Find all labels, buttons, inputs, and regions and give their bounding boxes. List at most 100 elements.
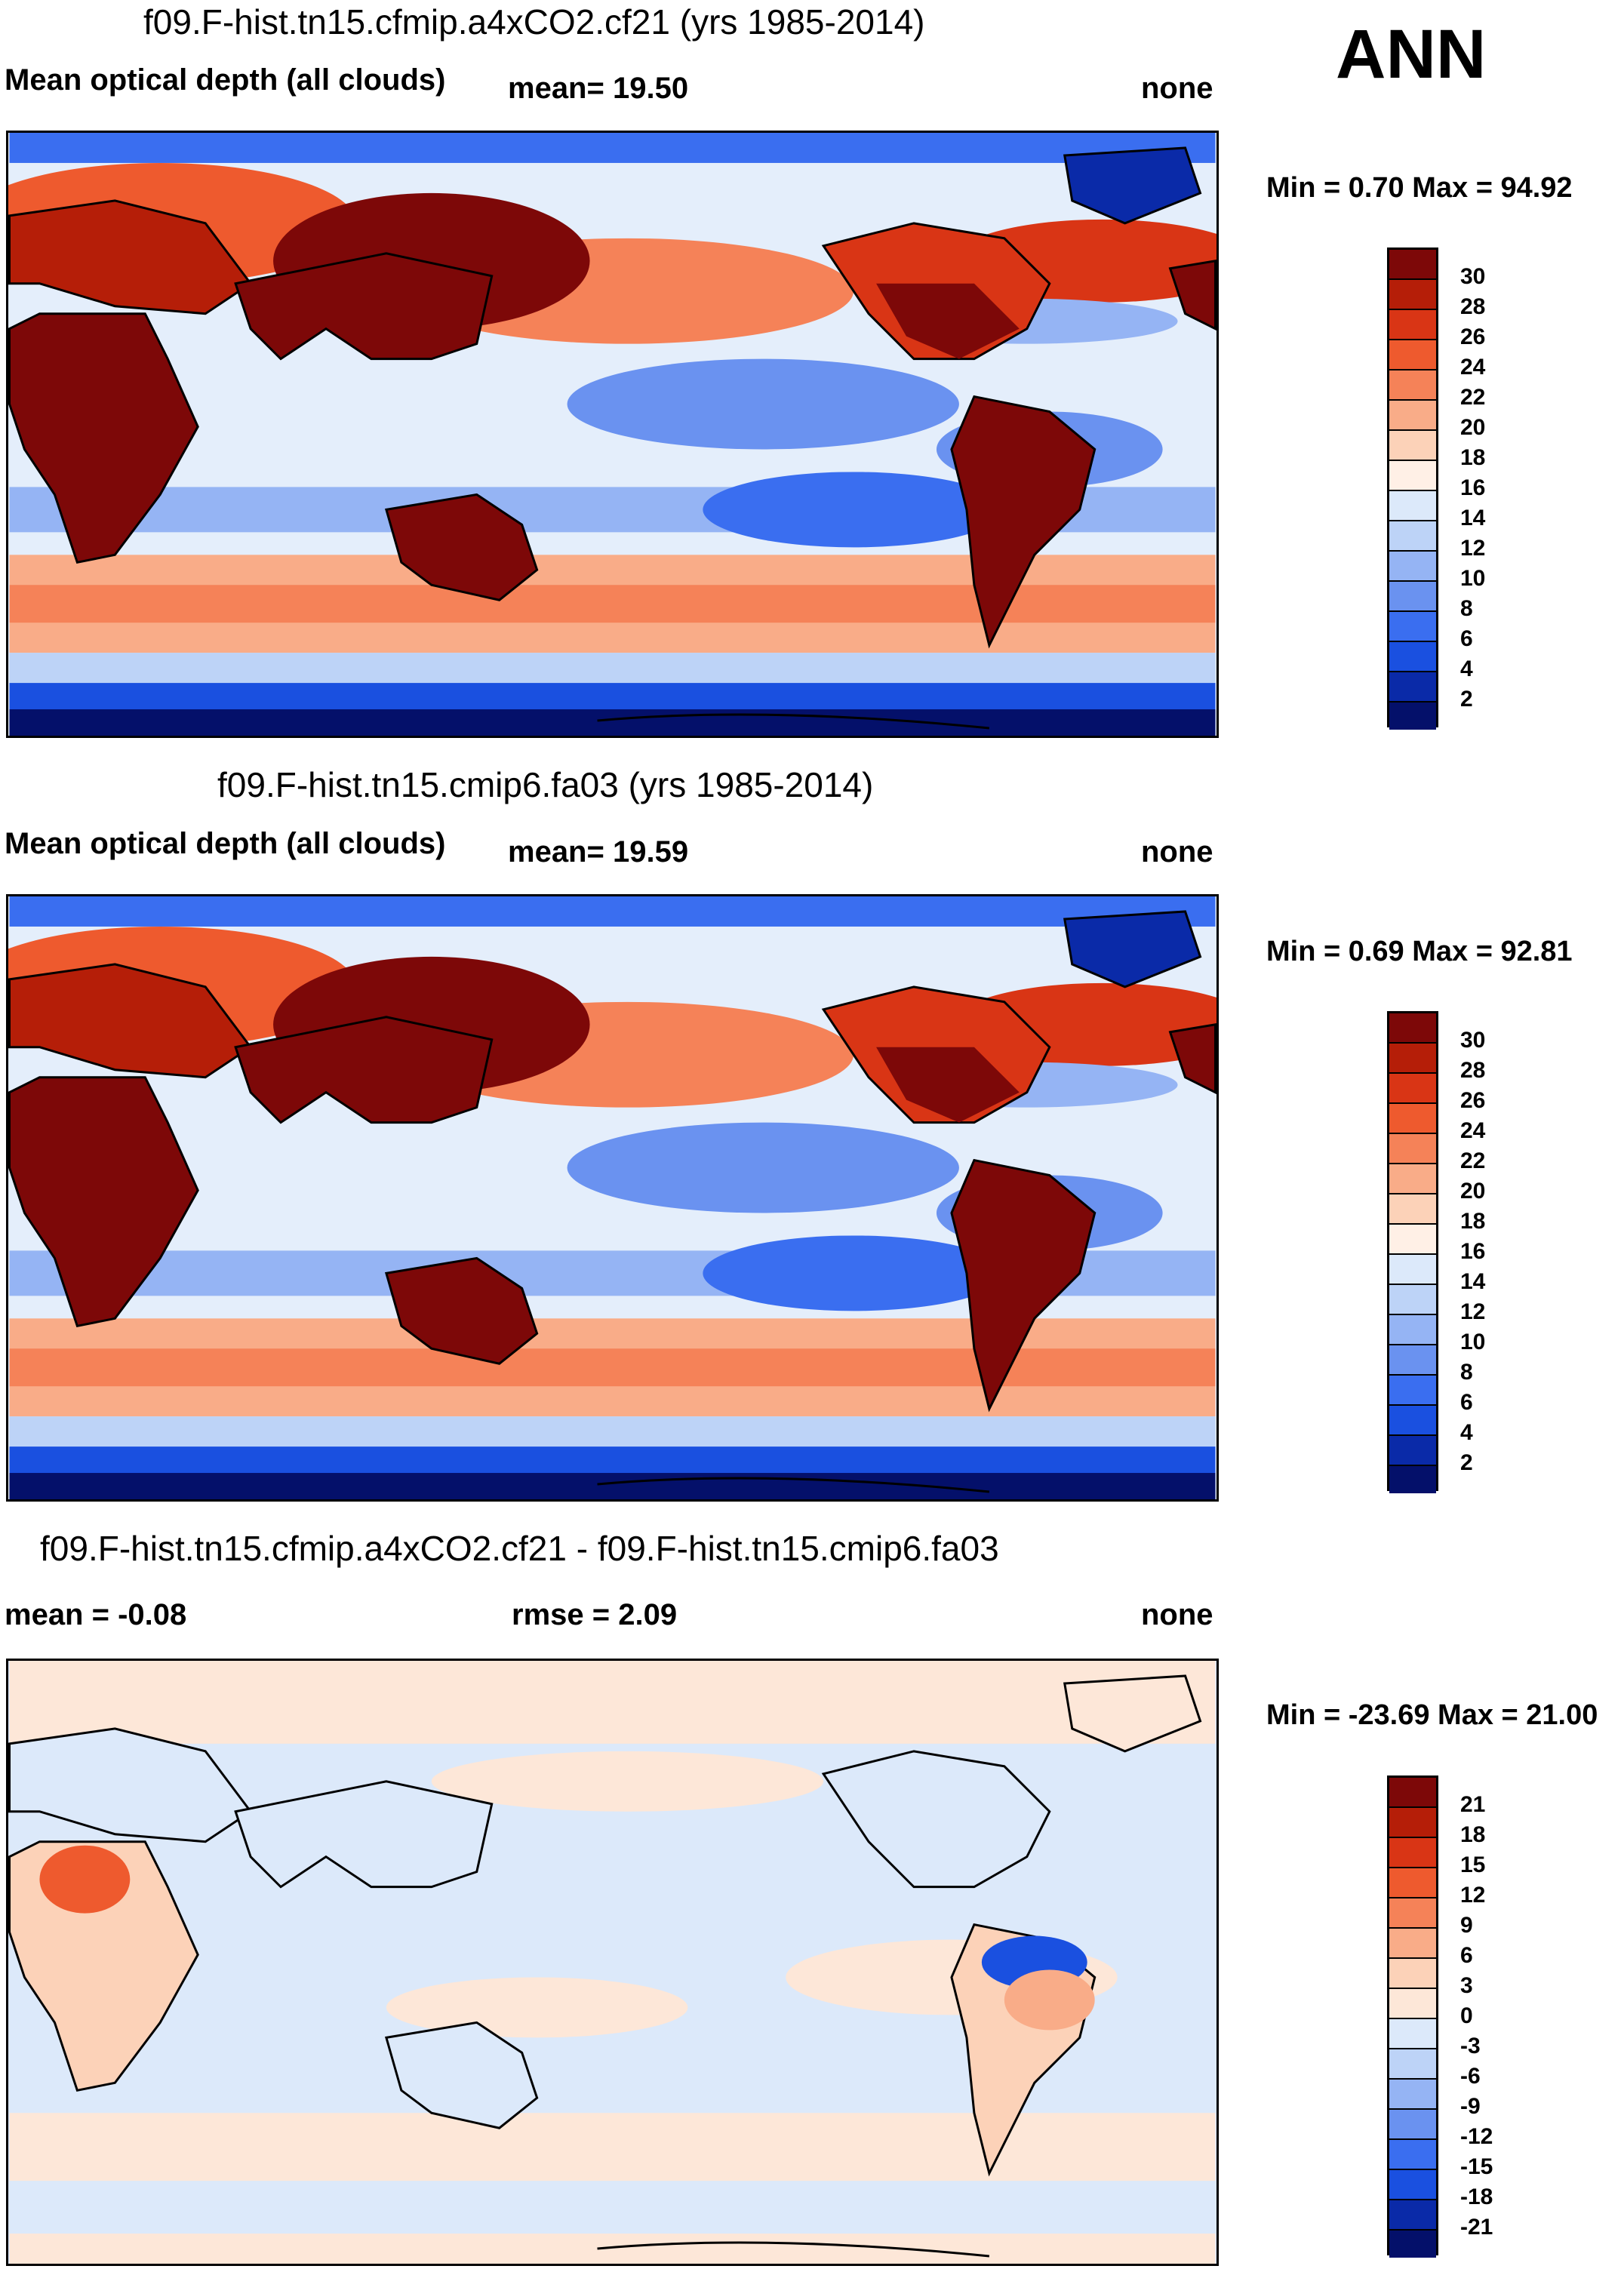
swatch xyxy=(1389,2080,1436,2110)
panel-3-tick: 18 xyxy=(1460,1822,1486,1847)
swatch xyxy=(1389,1225,1436,1255)
panel-2-tick: 4 xyxy=(1460,1420,1473,1445)
arctic-band xyxy=(9,896,1216,927)
swatch xyxy=(1389,1898,1436,1929)
greenland xyxy=(1063,910,1202,988)
swatch xyxy=(1389,1838,1436,1868)
southern-transition xyxy=(9,1416,1216,1447)
swatch xyxy=(1389,1104,1436,1134)
panel-2-units: none xyxy=(1141,835,1213,869)
panel-1-tick: 16 xyxy=(1460,475,1486,500)
panel-3-tick: -18 xyxy=(1460,2184,1493,2209)
swatch xyxy=(1389,521,1436,552)
swatch xyxy=(1389,491,1436,521)
panel-1-tick: 24 xyxy=(1460,355,1486,380)
arctic-positive xyxy=(9,1661,1216,1744)
panel-2-tick: 6 xyxy=(1460,1390,1473,1415)
swatch xyxy=(1389,1134,1436,1164)
swatch xyxy=(1389,1074,1436,1104)
swatch xyxy=(1389,370,1436,401)
southern-positive-band xyxy=(9,2113,1216,2181)
panel-3-tick: -15 xyxy=(1460,2154,1493,2179)
antarctic-coast xyxy=(597,2241,990,2258)
swatch xyxy=(1389,280,1436,310)
panel-1-tick: 20 xyxy=(1460,415,1486,440)
panel-3-tick: 6 xyxy=(1460,1943,1473,1968)
panel-3-title: f09.F-hist.tn15.cfmip.a4xCO2.cf21 - f09.… xyxy=(40,1529,999,1568)
panel-3-tick: 0 xyxy=(1460,2003,1473,2028)
swatch xyxy=(1389,1194,1436,1225)
panel-2-map-plot xyxy=(8,896,1216,1499)
africa xyxy=(8,312,199,564)
swatch xyxy=(1389,431,1436,461)
panel-2-map xyxy=(6,894,1219,1502)
arctic-band xyxy=(9,133,1216,163)
pacific-low-2 xyxy=(703,472,1004,548)
australia xyxy=(384,2021,539,2129)
panel-3-mean: mean = -0.08 xyxy=(5,1598,187,1631)
southern-storm-core xyxy=(9,1348,1216,1387)
swatch xyxy=(1389,1376,1436,1406)
panel-2-tick: 2 xyxy=(1460,1450,1473,1475)
panel-2-tick: 10 xyxy=(1460,1330,1486,1354)
swatch xyxy=(1389,1808,1436,1838)
panel-1-tick: 18 xyxy=(1460,445,1486,470)
panel-1-tick: 22 xyxy=(1460,385,1486,410)
panel-1-tick: 30 xyxy=(1460,264,1486,289)
panel-2-tick: 24 xyxy=(1460,1118,1486,1143)
panel-2-tick: 26 xyxy=(1460,1088,1486,1113)
pacific-low-2 xyxy=(703,1235,1004,1311)
swatch xyxy=(1389,1868,1436,1898)
panel-1-tick: 12 xyxy=(1460,536,1486,561)
panel-3-minmax: Min = -23.69 Max = 21.00 xyxy=(1266,1699,1598,1731)
swatch xyxy=(1389,2140,1436,2170)
panel-1-colorbar xyxy=(1387,247,1438,730)
panel-2-tick: 20 xyxy=(1460,1179,1486,1204)
panel-3-tick: -9 xyxy=(1460,2094,1481,2119)
asia-south xyxy=(234,1780,494,1889)
panel-1-tick: 4 xyxy=(1460,656,1473,681)
antarctic-coast xyxy=(597,1477,990,1493)
greenland xyxy=(1063,146,1202,225)
swatch xyxy=(1389,1315,1436,1345)
swatch xyxy=(1389,672,1436,703)
swatch xyxy=(1389,461,1436,491)
north-america-east xyxy=(876,1047,1020,1123)
southern-transition xyxy=(9,653,1216,684)
panel-2-tick: 12 xyxy=(1460,1299,1486,1324)
panel-1-title: f09.F-hist.tn15.cfmip.a4xCO2.cf21 (yrs 1… xyxy=(143,2,925,42)
swatch xyxy=(1389,2019,1436,2049)
panel-2-tick: 14 xyxy=(1460,1269,1486,1294)
panel-1-tick: 6 xyxy=(1460,626,1473,651)
swatch xyxy=(1389,1164,1436,1194)
greenland xyxy=(1063,1674,1202,1753)
antarctic-band xyxy=(9,1473,1216,1499)
north-america-east xyxy=(876,283,1020,359)
panel-2-variable: Mean optical depth (all clouds) xyxy=(5,827,446,860)
tropical-pacific-positive xyxy=(386,1977,688,2038)
panel-3-units: none xyxy=(1141,1598,1213,1631)
swatch xyxy=(1389,1044,1436,1074)
panel-2-title: f09.F-hist.tn15.cmip6.fa03 (yrs 1985-201… xyxy=(217,765,874,804)
swatch xyxy=(1389,401,1436,431)
southern-ocean-band xyxy=(9,1447,1216,1477)
swatch xyxy=(1389,1959,1436,1989)
panel-1-minmax: Min = 0.70 Max = 94.92 xyxy=(1266,172,1573,204)
swatch xyxy=(1389,2110,1436,2140)
panel-3-tick: 9 xyxy=(1460,1913,1473,1938)
panel-3-map-plot xyxy=(8,1661,1216,2264)
europe xyxy=(8,199,253,315)
asia-south xyxy=(234,252,494,361)
south-america xyxy=(950,395,1097,649)
panel-1-mean: mean= 19.50 xyxy=(508,72,689,105)
panel-2-tick: 28 xyxy=(1460,1058,1486,1083)
panel-1-tick: 2 xyxy=(1460,687,1473,712)
panel-1-variable: Mean optical depth (all clouds) xyxy=(5,63,446,97)
swatch xyxy=(1389,1406,1436,1436)
swatch xyxy=(1389,612,1436,642)
panel-1-map-plot xyxy=(8,133,1216,736)
panel-2-tick: 30 xyxy=(1460,1028,1486,1053)
panel-3-tick: -21 xyxy=(1460,2215,1493,2240)
swatch xyxy=(1389,703,1436,730)
panel-3-tick: 15 xyxy=(1460,1852,1486,1877)
